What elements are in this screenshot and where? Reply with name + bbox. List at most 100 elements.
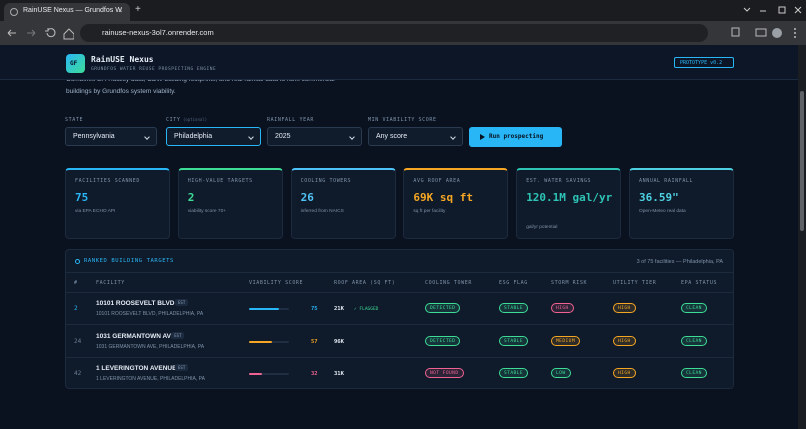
address-bar[interactable]: rainuse-nexus-3ol7.onrender.com (80, 24, 708, 42)
select-value: Philadelphia (174, 133, 213, 140)
select-value: Any score (376, 133, 408, 140)
stat-value: 26 (300, 191, 314, 204)
logo-text: GF (70, 60, 78, 67)
panel-icon (75, 259, 80, 264)
cooling-pill: DETECTED (425, 335, 461, 346)
score-value: 75 (311, 306, 318, 312)
roof-area: 31K (334, 371, 344, 377)
column-header: # (74, 280, 78, 286)
stat-card: FACILITIES SCANNED 75 via EPA ECHO API (65, 168, 170, 239)
roof-flag: ✓ FLAGGED (354, 306, 379, 312)
storm-pill: HIGH (551, 303, 574, 313)
roof-area: 21K (334, 306, 344, 312)
facility-tag: EST (175, 299, 189, 306)
play-icon (480, 134, 485, 140)
facility-tag: EST (175, 364, 189, 371)
tab-icon (10, 8, 18, 16)
select-value: 2025 (275, 133, 291, 140)
facility-address: 10101 ROOSEVELT BLVD, PHILADELPHIA, PA (96, 311, 204, 317)
stat-value: 36.59" (639, 191, 679, 204)
stat-value: 69K sq ft (413, 191, 473, 204)
stat-card: AVG ROOF AREA 69K sq ft sq ft per facility (403, 168, 509, 239)
facility-address: 1 LEVERINGTON AVENUE, PHILADELPHIA, PA (96, 376, 205, 382)
tab-strip (0, 0, 806, 21)
select[interactable]: 2025 (267, 127, 362, 146)
facility-address: 1031 GERMANTOWN AVE, PHILADELPHIA, PA (96, 343, 205, 350)
roof-area: 96K (334, 338, 344, 345)
tab-title: RainUSE Nexus — Grundfos W (23, 7, 122, 14)
facility-name: 10101 ROOSEVELT BLVD (96, 300, 175, 307)
utility-pill: HIGH (613, 303, 636, 313)
esg-pill: STABLE (499, 303, 528, 313)
table-row[interactable]: 24 1031 GERMANTOWN AVE EST 1031 GERMANTOWN … (66, 326, 733, 358)
column-header: UTILITY TIER (613, 280, 657, 286)
utility-pill: HIGH (613, 368, 636, 378)
stat-value: 120.1M gal/yr (526, 191, 613, 204)
facility-tag: EST (171, 331, 185, 339)
version-badge: PROTOTYPE v0.2 (674, 57, 734, 68)
stat-card: HIGH-VALUE TARGETS 2 viability score 70+ (177, 168, 283, 239)
filter-label: STATE (65, 117, 84, 123)
tab-close[interactable]: × (118, 6, 123, 15)
stat-note: gal/yr potential (526, 225, 558, 230)
stat-card: ANNUAL RAINFALL 36.59" Open-Meteo real dat… (629, 168, 734, 239)
filter-label: RAINFALL YEAR (267, 117, 314, 123)
stat-card: COOLING TOWERS 26 inferred from NAICS (290, 168, 396, 239)
stat-value: 2 (187, 191, 195, 204)
app-subtitle: GRUNDFOS WATER REUSE PROSPECTING ENGINE (91, 67, 217, 72)
utility-pill: HIGH (613, 335, 636, 346)
divider (66, 292, 733, 293)
storm-pill: LOW (551, 368, 571, 378)
table-row[interactable]: 42 1 LEVERINGTON AVENUE EST 1 LEVERINGTON A… (66, 358, 733, 390)
stat-note: Open-Meteo real data (639, 209, 686, 214)
filter-label: CITY (166, 117, 181, 123)
select[interactable]: Pennsylvania (65, 127, 157, 146)
stat-label: HIGH-VALUE TARGETS (187, 178, 253, 184)
table-row[interactable]: 2 10101 ROOSEVELT BLVD EST 10101 ROOSEVELT … (66, 293, 733, 325)
scroll-thumb[interactable] (800, 91, 804, 231)
facility-name: 1031 GERMANTOWN AVE (96, 332, 176, 340)
intro-line: buildings by Grundfos system viability. (66, 88, 176, 95)
score-bar (249, 373, 262, 375)
score-bar (249, 340, 272, 343)
cooling-pill: NOT FOUND (425, 368, 464, 378)
column-header: ESG FLAG (499, 280, 528, 286)
scrollbar[interactable] (798, 45, 806, 429)
url: rainuse-nexus-3ol7.onrender.com (102, 28, 214, 37)
column-header: COOLING TOWER (425, 280, 472, 286)
score-value: 32 (311, 371, 318, 377)
cooling-pill: DETECTED (425, 303, 461, 313)
select[interactable]: Any score (368, 127, 463, 146)
esg-pill: STABLE (499, 335, 528, 346)
nav-buttons[interactable] (4, 26, 74, 40)
stat-label: ANNUAL RAINFALL (639, 178, 694, 184)
stat-label: COOLING TOWERS (300, 178, 352, 184)
stat-note: inferred from NAICS (300, 209, 344, 214)
panel-summary: 3 of 75 facilities — Philadelphia, PA (636, 259, 723, 265)
new-tab[interactable]: + (135, 4, 141, 15)
stat-note: viability score 70+ (187, 209, 227, 214)
tab[interactable]: RainUSE Nexus — Grundfos W × (4, 3, 130, 21)
score-value: 57 (311, 338, 318, 345)
column-header: VIABILITY SCORE (249, 280, 304, 286)
app-header: GF RainUSE Nexus GRUNDFOS WATER REUSE PR… (0, 45, 798, 80)
select-value: Pennsylvania (73, 133, 115, 140)
run-button[interactable]: Run prospecting (469, 127, 562, 147)
column-header: FACILITY (96, 280, 125, 286)
rank: 2 (74, 305, 78, 312)
epa-pill: CLEAN (681, 368, 707, 378)
select[interactable]: Philadelphia (166, 127, 261, 146)
epa-pill: CLEAN (681, 303, 707, 313)
results-panel: RANKED BUILDING TARGETS 3 of 75 faciliti… (65, 249, 734, 389)
rank: 42 (74, 370, 82, 377)
window-controls[interactable] (735, 3, 805, 17)
epa-pill: CLEAN (681, 335, 707, 346)
rank: 24 (74, 337, 82, 345)
app-title: RainUSE Nexus (91, 55, 154, 64)
column-header: ROOF AREA (SQ FT) (334, 280, 396, 286)
score-track (249, 373, 289, 375)
toolbar-icons[interactable] (712, 26, 806, 40)
panel-title: RANKED BUILDING TARGETS (84, 258, 174, 264)
stat-note: via EPA ECHO API (75, 209, 116, 214)
